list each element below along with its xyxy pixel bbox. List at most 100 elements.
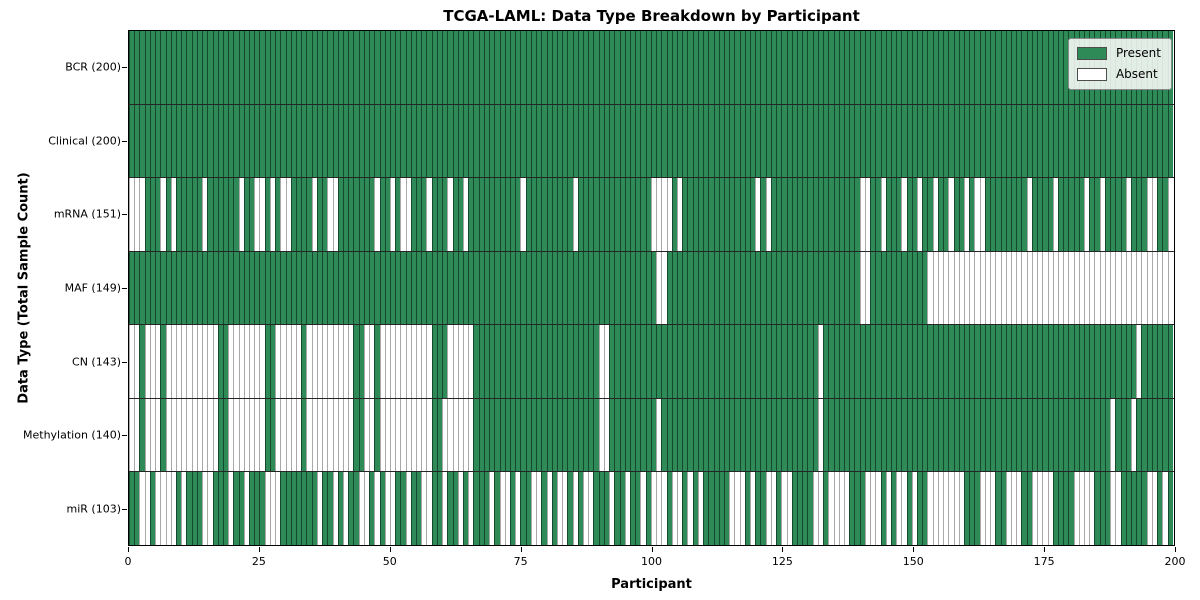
heatmap-cell bbox=[1037, 325, 1043, 398]
heatmap-cell bbox=[504, 325, 510, 398]
heatmap-cell bbox=[431, 31, 437, 104]
heatmap-cell bbox=[416, 31, 422, 104]
heatmap-cell bbox=[791, 31, 797, 104]
heatmap-cell bbox=[1052, 251, 1058, 325]
heatmap-cell bbox=[530, 325, 537, 398]
heatmap-cell bbox=[1068, 178, 1074, 251]
heatmap-cell bbox=[964, 325, 970, 398]
heatmap-cell bbox=[995, 472, 1001, 546]
heatmap-cell bbox=[196, 472, 203, 546]
heatmap-cell bbox=[363, 398, 370, 472]
heatmap-cell bbox=[426, 31, 432, 104]
heatmap-cell bbox=[369, 325, 375, 398]
heatmap-cell bbox=[1099, 325, 1105, 398]
heatmap-cell bbox=[624, 178, 630, 251]
heatmap-cell bbox=[363, 251, 370, 325]
heatmap-cell bbox=[990, 472, 996, 546]
heatmap-cell bbox=[958, 472, 964, 546]
heatmap-cell bbox=[322, 472, 328, 546]
heatmap-cell bbox=[739, 31, 745, 104]
heatmap-cell bbox=[1104, 398, 1111, 472]
heatmap-cell bbox=[233, 472, 239, 546]
heatmap-cell bbox=[1063, 104, 1069, 178]
x-tick-label: 75 bbox=[513, 555, 528, 568]
heatmap-cell bbox=[238, 251, 244, 325]
heatmap-cell bbox=[833, 472, 839, 546]
heatmap-cell bbox=[311, 325, 317, 398]
heatmap-cell bbox=[316, 325, 323, 398]
heatmap-cell bbox=[765, 31, 771, 104]
heatmap-cell bbox=[431, 472, 437, 546]
heatmap-cell bbox=[750, 398, 756, 472]
heatmap-cell bbox=[483, 104, 490, 178]
heatmap-cell bbox=[1146, 325, 1152, 398]
heatmap-cell bbox=[426, 472, 432, 546]
heatmap-cell bbox=[217, 251, 223, 325]
heatmap-cell bbox=[348, 398, 354, 472]
heatmap-cell bbox=[697, 31, 704, 104]
heatmap-cell bbox=[979, 472, 985, 546]
heatmap-cell bbox=[823, 251, 829, 325]
heatmap-cell bbox=[770, 251, 777, 325]
heatmap-cell bbox=[191, 31, 197, 104]
heatmap-cell bbox=[577, 325, 584, 398]
heatmap-cell bbox=[948, 251, 954, 325]
heatmap-cell bbox=[1042, 325, 1048, 398]
heatmap-cell bbox=[217, 472, 223, 546]
heatmap-cell bbox=[1115, 251, 1121, 325]
heatmap-cell bbox=[1078, 472, 1085, 546]
heatmap-cell bbox=[885, 325, 891, 398]
heatmap-cell bbox=[530, 31, 537, 104]
heatmap-cell bbox=[843, 325, 850, 398]
heatmap-cell bbox=[781, 104, 787, 178]
heatmap-cell bbox=[854, 398, 860, 472]
heatmap-cell bbox=[243, 104, 250, 178]
heatmap-cell bbox=[243, 31, 250, 104]
heatmap-cell bbox=[530, 178, 537, 251]
heatmap-cell bbox=[442, 31, 448, 104]
heatmap-cell bbox=[781, 178, 787, 251]
heatmap-cell bbox=[389, 325, 396, 398]
heatmap-cell bbox=[202, 31, 208, 104]
heatmap-cell bbox=[494, 398, 500, 472]
heatmap-cell bbox=[671, 325, 677, 398]
heatmap-cell bbox=[676, 398, 683, 472]
heatmap-cell bbox=[139, 325, 145, 398]
heatmap-cell bbox=[833, 251, 839, 325]
heatmap-cell bbox=[249, 178, 255, 251]
heatmap-cell bbox=[473, 251, 479, 325]
heatmap-cell bbox=[285, 31, 291, 104]
heatmap-cell bbox=[369, 178, 375, 251]
heatmap-cell bbox=[207, 325, 213, 398]
heatmap-cell bbox=[332, 31, 338, 104]
heatmap-cell bbox=[609, 398, 615, 472]
heatmap-cell bbox=[311, 178, 317, 251]
heatmap-cell bbox=[556, 398, 563, 472]
heatmap-cell bbox=[953, 31, 959, 104]
heatmap-cell bbox=[922, 178, 928, 251]
heatmap-cell bbox=[1026, 398, 1032, 472]
heatmap-cell bbox=[530, 104, 537, 178]
heatmap-cell bbox=[296, 251, 302, 325]
heatmap-cell bbox=[238, 31, 244, 104]
heatmap-cell bbox=[546, 31, 552, 104]
heatmap-cell bbox=[755, 472, 761, 546]
heatmap-cell bbox=[1078, 251, 1085, 325]
heatmap-cell bbox=[400, 398, 406, 472]
heatmap-cell bbox=[129, 472, 135, 546]
heatmap-cell bbox=[880, 31, 886, 104]
heatmap-cell bbox=[228, 398, 234, 472]
heatmap-cell bbox=[687, 398, 693, 472]
heatmap-cell bbox=[937, 398, 944, 472]
heatmap-cell bbox=[1167, 398, 1173, 472]
heatmap-cell bbox=[687, 178, 693, 251]
heatmap-cell bbox=[196, 325, 203, 398]
heatmap-cell bbox=[890, 325, 897, 398]
heatmap-cell bbox=[405, 472, 411, 546]
heatmap-cell bbox=[797, 104, 803, 178]
heatmap-cell bbox=[1031, 178, 1038, 251]
heatmap-cell bbox=[165, 398, 171, 472]
heatmap-cell bbox=[280, 472, 286, 546]
heatmap-cell bbox=[734, 178, 740, 251]
heatmap-cell bbox=[823, 104, 829, 178]
